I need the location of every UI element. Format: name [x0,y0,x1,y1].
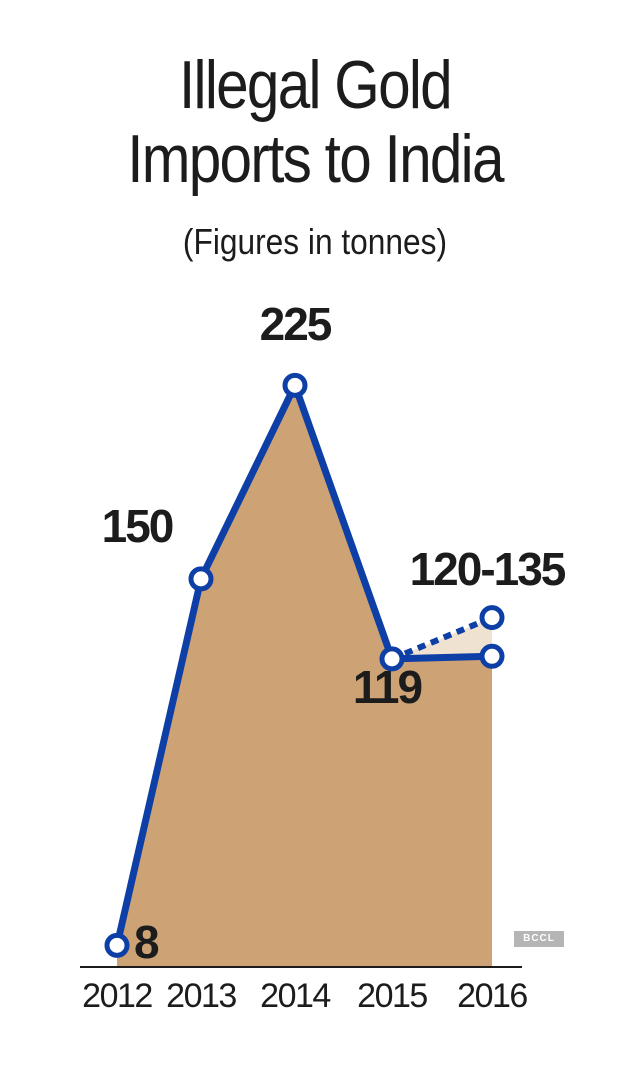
data-point-2012 [104,932,130,958]
data-point-2016-upper [479,605,505,631]
data-label-2016: 120-135 [410,543,566,595]
x-tick-label-2013: 2013 [166,977,236,1015]
chart-subtitle: (Figures in tonnes) [182,221,448,262]
data-label-2013: 150 [102,500,173,552]
data-point-2014 [282,372,308,398]
area-fill [117,385,492,966]
data-label-2015: 119 [353,661,422,713]
data-point-2015 [379,646,405,672]
x-tick-label-2014: 2014 [260,977,330,1015]
series-line-upper-estimate [390,614,494,662]
x-tick-label-2015: 2015 [357,977,427,1015]
credit-watermark: BCCL [514,931,564,947]
data-point-2016 [479,643,505,669]
chart-title: Illegal Gold Imports to India [44,48,586,196]
range-area [392,617,492,659]
x-tick-label-2016: 2016 [457,977,527,1015]
chart-title-line-2: Imports to India [127,121,504,197]
data-label-2012: 8 [134,916,159,968]
data-point-2013 [188,566,214,592]
data-label-2014: 225 [260,298,332,350]
chart-title-line-1: Illegal Gold [179,47,453,123]
x-tick-label-2012: 2012 [82,977,152,1015]
